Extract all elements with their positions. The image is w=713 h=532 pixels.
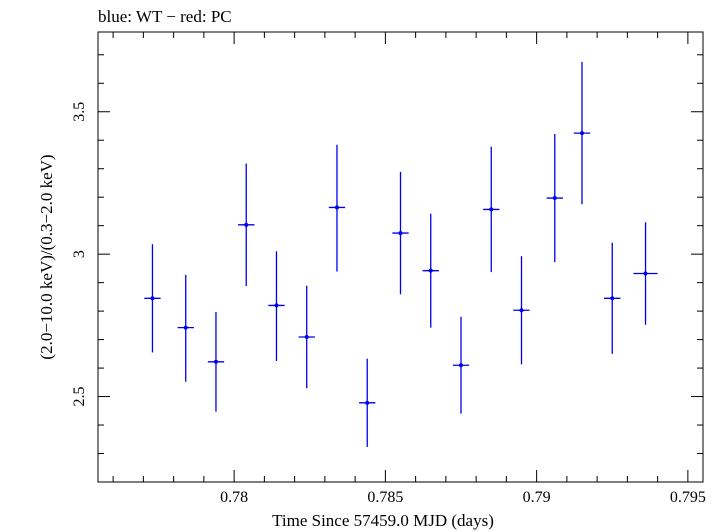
data-point xyxy=(633,222,658,325)
point-marker xyxy=(365,400,370,405)
point-marker xyxy=(183,325,188,330)
point-marker xyxy=(459,363,463,368)
data-point xyxy=(268,251,285,361)
x-tick-label: 0.785 xyxy=(367,489,403,506)
point-marker xyxy=(274,303,279,308)
plot-frame xyxy=(97,31,704,483)
data-point xyxy=(392,171,409,295)
point-marker xyxy=(398,231,403,236)
y-axis-label: (2.0−10.0 keV)/(0.3−2.0 keV) xyxy=(37,154,56,359)
y-tick-label: 3 xyxy=(71,250,88,258)
data-point xyxy=(452,316,470,414)
point-marker xyxy=(213,359,218,364)
y-tick-label: 2.5 xyxy=(71,387,88,407)
data-point xyxy=(359,358,376,447)
data-point xyxy=(177,274,194,382)
y-tick-label: 3.5 xyxy=(71,102,88,122)
point-marker xyxy=(334,205,339,210)
x-tick-label: 0.78 xyxy=(220,489,248,506)
x-axis-ticks: 0.78 0.785 0.79 0.795 xyxy=(112,32,706,506)
data-point xyxy=(144,244,161,353)
data-point xyxy=(483,146,500,273)
point-marker xyxy=(304,335,309,340)
point-marker xyxy=(489,207,494,212)
y-axis-ticks: 2.5 3 3.5 xyxy=(71,54,703,483)
point-marker xyxy=(643,271,648,276)
point-marker xyxy=(552,196,557,201)
point-marker xyxy=(519,308,524,313)
data-point xyxy=(546,133,563,263)
data-point xyxy=(207,311,225,412)
data-point xyxy=(573,61,591,205)
point-marker xyxy=(580,131,584,136)
point-marker xyxy=(428,268,433,273)
point-marker xyxy=(244,222,249,227)
point-marker xyxy=(150,296,155,301)
x-axis-label: Time Since 57459.0 MJD (days) xyxy=(272,511,494,530)
data-point xyxy=(422,213,439,328)
data-point xyxy=(328,144,346,272)
data-points xyxy=(144,61,658,447)
chart-title: blue: WT − red: PC xyxy=(98,7,232,26)
data-point xyxy=(513,256,530,365)
data-point xyxy=(604,242,621,354)
x-tick-label: 0.79 xyxy=(523,489,551,506)
data-point xyxy=(298,285,315,389)
point-marker xyxy=(610,296,615,301)
x-tick-label: 0.795 xyxy=(670,489,706,506)
data-point xyxy=(238,163,255,287)
